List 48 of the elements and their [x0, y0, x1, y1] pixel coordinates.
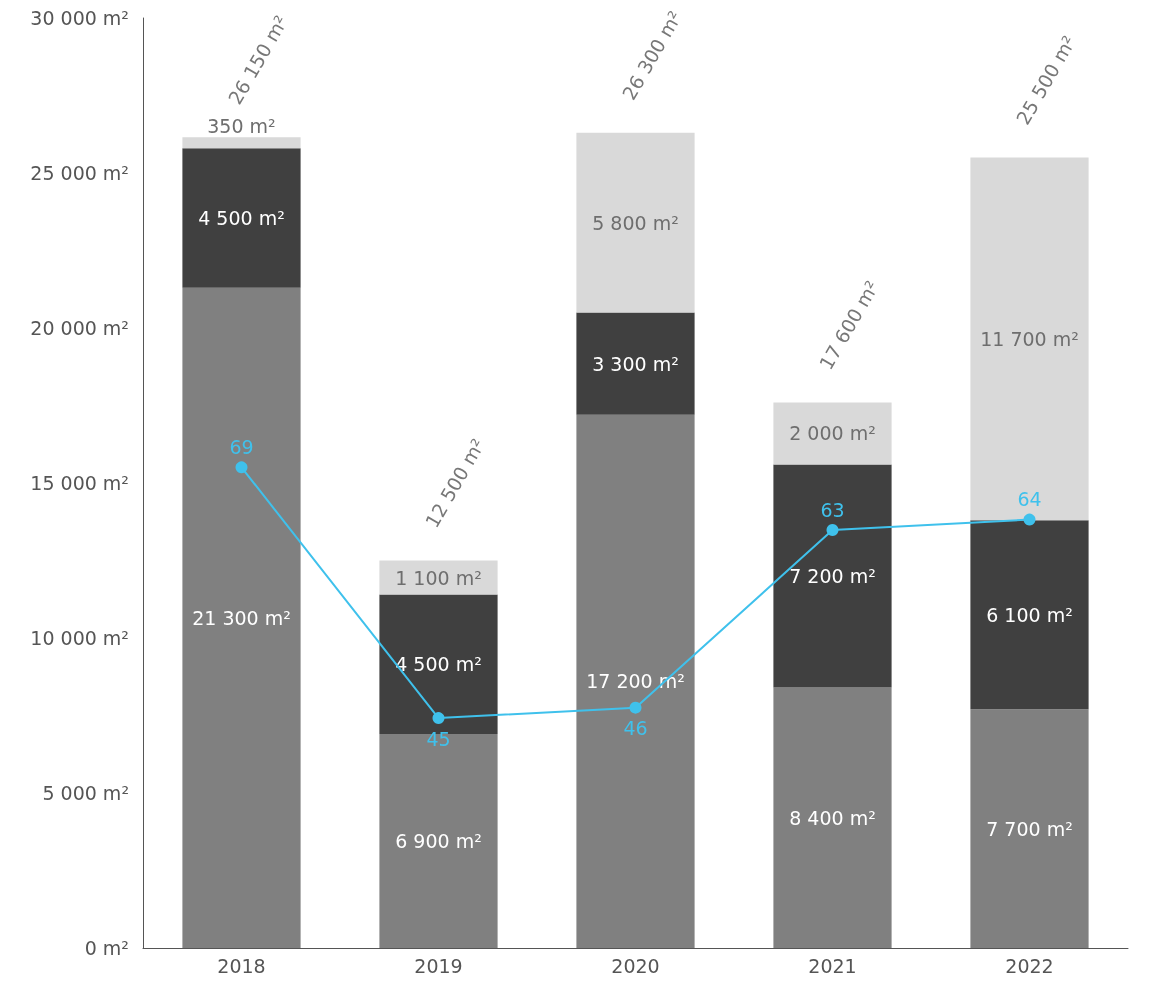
data-label: 6 900 m² [395, 830, 482, 853]
data-label: 8 400 m² [789, 806, 876, 829]
bar [576, 312, 695, 415]
data-label: 4 500 m² [198, 206, 285, 229]
data-label: 7 700 m² [986, 817, 1073, 840]
x-tick-label: 2022 [1005, 954, 1054, 977]
data-label: 350 m² [207, 114, 276, 137]
point [235, 461, 248, 474]
data-label: 7 200 m² [789, 565, 876, 587]
y-tick-label: 0 m² [84, 937, 129, 959]
bar [182, 137, 301, 149]
data-label: 45 [426, 727, 451, 750]
bar [182, 148, 301, 288]
point [826, 524, 839, 537]
bar [970, 520, 1089, 710]
data-label: 21 300 m² [192, 606, 291, 629]
x-tick-label: 2020 [611, 954, 660, 977]
bar [970, 709, 1089, 948]
bar [576, 132, 695, 313]
data-label: 69 [229, 435, 254, 458]
data-label: 11 700 m² [980, 327, 1079, 350]
point [629, 701, 642, 714]
data-label: 2 000 m² [789, 422, 876, 445]
x-tick-label: 2021 [808, 954, 857, 977]
bar [182, 287, 301, 948]
data-label: 3 300 m² [592, 352, 679, 375]
x-tick-label: 2018 [217, 954, 266, 977]
y-tick-label: 10 000 m² [30, 627, 129, 649]
point [1023, 513, 1036, 526]
bar [773, 464, 892, 688]
data-label: 5 800 m² [592, 211, 679, 234]
data-label: 6 100 m² [986, 603, 1073, 626]
y-tick-label: 30 000 m² [30, 7, 129, 29]
y-tick-label: 20 000 m² [30, 317, 129, 339]
x-tick-label: 2019 [414, 954, 463, 977]
bar [970, 157, 1089, 521]
data-label: 63 [820, 498, 845, 521]
bar [576, 414, 695, 948]
data-label: 64 [1017, 488, 1042, 511]
bar [379, 734, 498, 948]
data-label: 1 100 m² [395, 566, 482, 589]
data-label: 46 [623, 717, 648, 740]
point [432, 712, 445, 725]
y-tick-label: 25 000 m² [30, 162, 129, 184]
bar [773, 402, 892, 465]
y-tick-label: 5 000 m² [42, 782, 129, 804]
bar [773, 687, 892, 948]
y-tick-label: 15 000 m² [30, 472, 129, 494]
